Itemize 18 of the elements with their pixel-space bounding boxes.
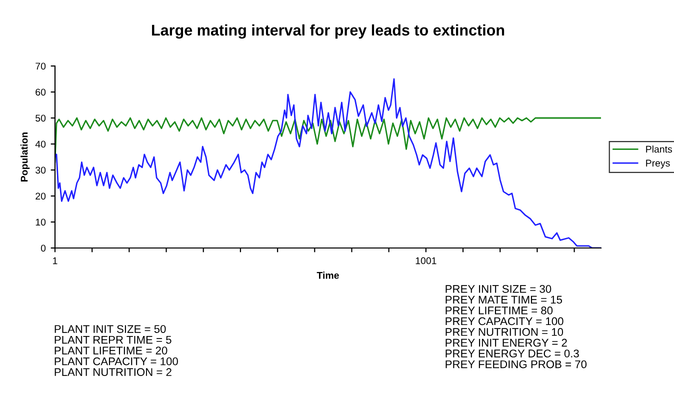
text: PLANT INIT SIZE = 50 PLANT REPR TIME = 5 PLANT LIFETIME = 20 PLANT CAPACITY = 100 PLANT NUTRITION = 2 bbox=[54, 325, 178, 376]
y-tick-label: 10 bbox=[36, 218, 46, 226]
line-series bbox=[55, 117, 601, 163]
chart-title: Large mating interval for prey leads to extinction bbox=[152, 24, 504, 39]
legend-label: Preys bbox=[646, 160, 670, 168]
x-axis-title: Time bbox=[316, 272, 339, 279]
text: PREY INIT SIZE = 30 PREY MATE TIME = 15 PREY LIFETIME = 80 PREY CAPACITY = 100 PREY NUTRITION = 10 PREY INIT ENERGY = 2 PREY ENERGY DEC = 0.3 PREY FEEDING PROB = 70 bbox=[446, 285, 587, 368]
y-tick-label: 30 bbox=[36, 166, 46, 174]
y-tick-label: 50 bbox=[36, 114, 46, 122]
y-axis-title: Population bbox=[20, 132, 30, 182]
y-tick-label: 70 bbox=[36, 62, 46, 70]
y-tick-label: 0 bbox=[40, 244, 46, 252]
y-tick-label: 20 bbox=[36, 192, 46, 200]
y-tick-label: 60 bbox=[36, 88, 46, 96]
legend-label: Plants bbox=[646, 146, 672, 153]
x-tick-label: 1001 bbox=[416, 257, 436, 264]
y-tick-label: 40 bbox=[35, 140, 46, 148]
x-tick-label: 1 bbox=[53, 257, 58, 264]
